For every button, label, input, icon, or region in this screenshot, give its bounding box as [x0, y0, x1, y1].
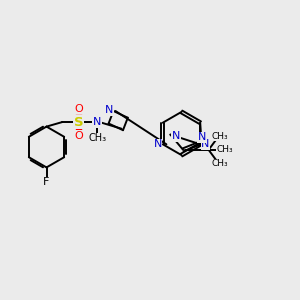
Text: N: N [172, 131, 180, 141]
Text: N: N [105, 105, 113, 115]
Text: N: N [201, 139, 209, 149]
Text: CH₃: CH₃ [211, 132, 228, 141]
Text: N: N [154, 139, 162, 149]
Text: F: F [43, 177, 50, 188]
Text: N: N [198, 132, 206, 142]
Text: CH₃: CH₃ [211, 159, 228, 168]
Text: O: O [74, 130, 83, 141]
Text: S: S [74, 116, 83, 129]
Text: CH₃: CH₃ [217, 146, 233, 154]
Text: CH₃: CH₃ [88, 133, 106, 143]
Text: O: O [74, 103, 83, 114]
Text: N: N [93, 117, 101, 127]
